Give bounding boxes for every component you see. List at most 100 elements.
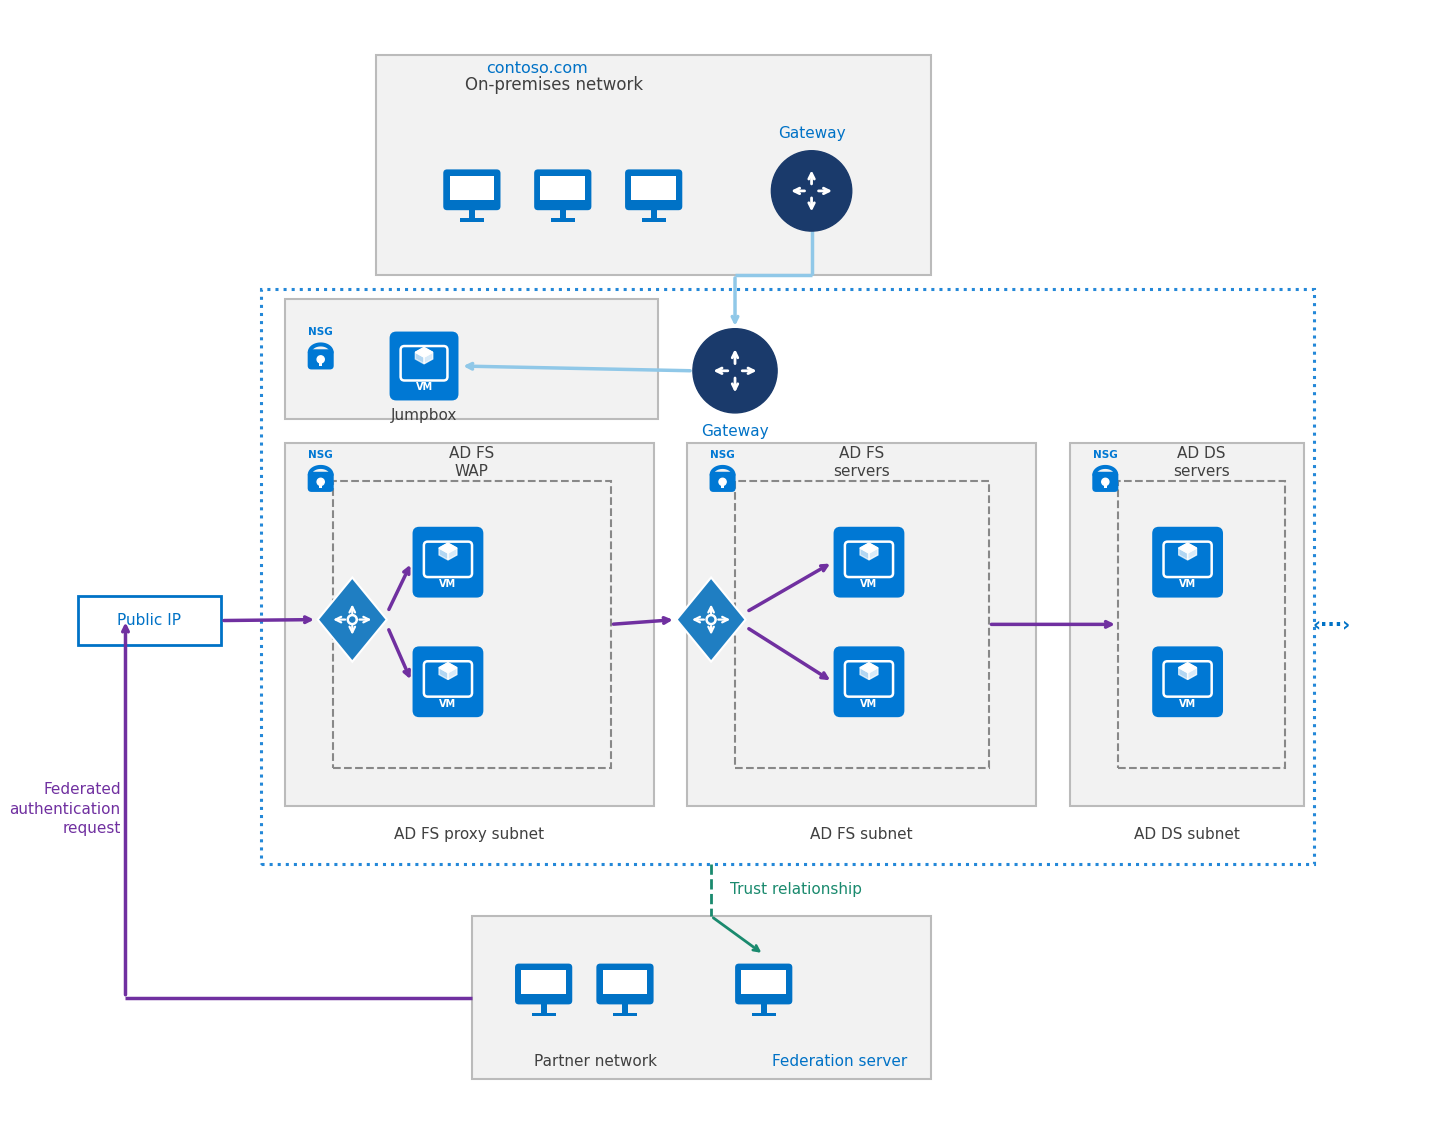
Text: AD DS subnet: AD DS subnet xyxy=(1134,827,1240,842)
Polygon shape xyxy=(424,352,433,363)
Bar xyxy=(469,211,474,218)
Text: VM: VM xyxy=(860,698,877,709)
Bar xyxy=(540,1004,546,1012)
FancyBboxPatch shape xyxy=(413,526,483,598)
Text: contoso.com: contoso.com xyxy=(486,61,588,76)
Circle shape xyxy=(350,617,355,623)
Text: NSG: NSG xyxy=(1093,449,1118,460)
Bar xyxy=(603,970,648,994)
Polygon shape xyxy=(860,662,878,672)
FancyBboxPatch shape xyxy=(308,472,334,492)
Circle shape xyxy=(706,615,716,625)
Polygon shape xyxy=(868,548,878,560)
Bar xyxy=(77,595,221,645)
Circle shape xyxy=(719,478,727,486)
FancyBboxPatch shape xyxy=(735,963,792,1004)
Text: VM: VM xyxy=(416,383,433,393)
Circle shape xyxy=(1102,478,1109,486)
FancyBboxPatch shape xyxy=(514,963,572,1004)
Text: VM: VM xyxy=(860,580,877,589)
Text: VM: VM xyxy=(1179,698,1197,709)
Text: NSG: NSG xyxy=(711,449,735,460)
Bar xyxy=(532,1012,556,1017)
Text: Public IP: Public IP xyxy=(118,614,182,628)
Text: AD DS
servers: AD DS servers xyxy=(1174,446,1230,479)
Bar xyxy=(1070,443,1304,806)
Circle shape xyxy=(317,355,324,363)
Bar xyxy=(632,175,676,200)
FancyBboxPatch shape xyxy=(834,646,904,718)
Polygon shape xyxy=(860,548,868,560)
Text: Federation server: Federation server xyxy=(772,1054,907,1070)
Bar xyxy=(613,1012,638,1017)
FancyBboxPatch shape xyxy=(443,170,500,211)
Bar xyxy=(622,1004,628,1012)
Bar xyxy=(752,1012,775,1017)
Polygon shape xyxy=(860,668,868,679)
FancyBboxPatch shape xyxy=(834,526,904,598)
Text: ‹···›: ‹···› xyxy=(1313,615,1350,634)
Polygon shape xyxy=(438,662,457,672)
FancyBboxPatch shape xyxy=(845,661,893,696)
FancyBboxPatch shape xyxy=(625,170,682,211)
Polygon shape xyxy=(449,668,457,679)
Polygon shape xyxy=(676,577,745,662)
Circle shape xyxy=(347,615,357,625)
Bar xyxy=(741,970,787,994)
Text: VM: VM xyxy=(440,580,457,589)
Text: Gateway: Gateway xyxy=(701,424,770,439)
FancyBboxPatch shape xyxy=(1164,661,1212,696)
Bar xyxy=(1103,482,1108,488)
Circle shape xyxy=(708,617,714,623)
FancyBboxPatch shape xyxy=(401,346,447,380)
Bar xyxy=(735,481,989,767)
Polygon shape xyxy=(860,543,878,552)
Text: Gateway: Gateway xyxy=(778,126,845,142)
Text: NSG: NSG xyxy=(308,449,332,460)
Text: Federated
authentication
request: Federated authentication request xyxy=(10,782,120,837)
Text: Partner network: Partner network xyxy=(535,1054,658,1070)
FancyBboxPatch shape xyxy=(535,170,592,211)
Circle shape xyxy=(317,478,324,486)
Bar xyxy=(332,481,610,767)
Text: VM: VM xyxy=(440,698,457,709)
Bar xyxy=(285,299,658,419)
FancyBboxPatch shape xyxy=(1164,541,1212,577)
Bar xyxy=(550,218,575,222)
FancyBboxPatch shape xyxy=(390,332,459,401)
Polygon shape xyxy=(318,577,387,662)
Polygon shape xyxy=(868,668,878,679)
FancyBboxPatch shape xyxy=(596,963,653,1004)
FancyBboxPatch shape xyxy=(845,541,893,577)
Bar xyxy=(285,443,653,806)
Polygon shape xyxy=(438,543,457,552)
Bar xyxy=(450,175,494,200)
FancyBboxPatch shape xyxy=(308,350,334,369)
FancyBboxPatch shape xyxy=(709,472,735,492)
Polygon shape xyxy=(438,548,449,560)
FancyBboxPatch shape xyxy=(1092,472,1118,492)
Bar xyxy=(642,218,666,222)
Text: AD FS proxy subnet: AD FS proxy subnet xyxy=(394,827,545,842)
Text: NSG: NSG xyxy=(308,327,332,337)
Bar xyxy=(651,211,656,218)
Bar xyxy=(522,970,566,994)
Text: Jumpbox: Jumpbox xyxy=(391,409,457,423)
Polygon shape xyxy=(1188,668,1197,679)
FancyBboxPatch shape xyxy=(424,541,471,577)
Polygon shape xyxy=(1188,548,1197,560)
FancyBboxPatch shape xyxy=(413,646,483,718)
Polygon shape xyxy=(1179,668,1188,679)
Text: AD FS subnet: AD FS subnet xyxy=(811,827,913,842)
Circle shape xyxy=(694,328,777,413)
Bar xyxy=(261,290,1314,864)
Text: On-premises network: On-premises network xyxy=(464,76,643,94)
Text: VM: VM xyxy=(1179,580,1197,589)
Circle shape xyxy=(771,151,851,231)
FancyBboxPatch shape xyxy=(424,661,471,696)
Polygon shape xyxy=(438,668,449,679)
Polygon shape xyxy=(416,352,424,363)
Bar xyxy=(540,175,585,200)
Text: AD FS
WAP: AD FS WAP xyxy=(450,446,494,479)
Polygon shape xyxy=(416,348,433,357)
